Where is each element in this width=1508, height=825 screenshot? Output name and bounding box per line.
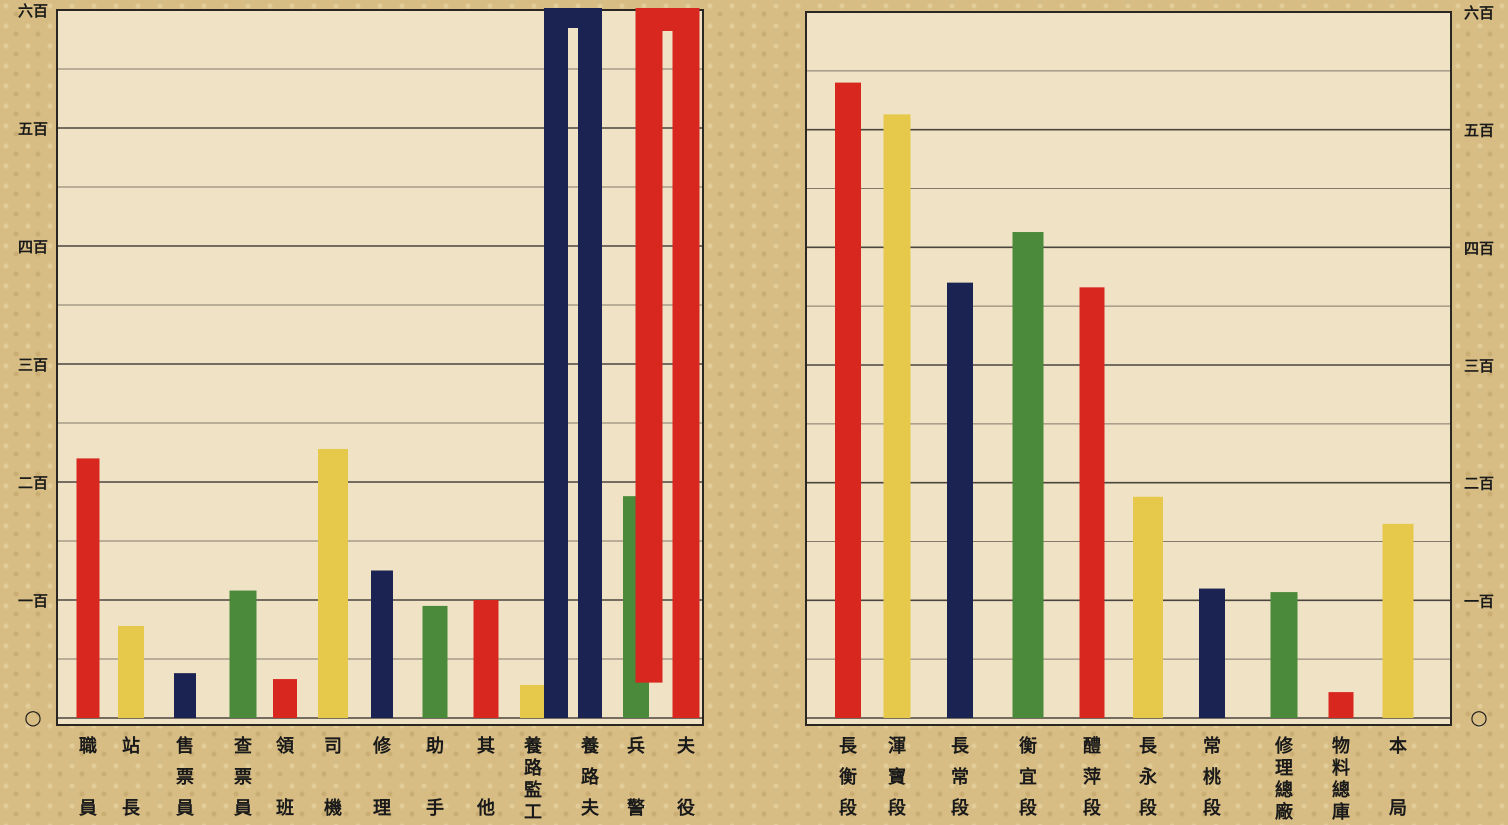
bar <box>578 8 602 718</box>
category-label: 查票員 <box>233 735 252 819</box>
category-label: 助手 <box>426 735 444 819</box>
y-tick-label: 二百 <box>1464 475 1494 493</box>
category-label: 醴萍段 <box>1083 736 1102 819</box>
bar <box>1328 692 1354 718</box>
category-label: 渾寶段 <box>888 735 907 819</box>
y-tick-label: 六百 <box>1464 4 1494 22</box>
category-label: 長永段 <box>1138 736 1158 819</box>
category-label: 衡宜段 <box>1019 735 1038 819</box>
y-tick-label: 三百 <box>18 356 48 374</box>
bar <box>947 282 973 718</box>
bar-fold <box>544 8 568 718</box>
y-tick-label: 三百 <box>1464 357 1494 375</box>
category-label: 物料總庫 <box>1332 735 1350 823</box>
bar <box>1012 232 1044 718</box>
category-label: 修理總廠 <box>1274 735 1294 823</box>
category-label: 職員 <box>78 735 97 819</box>
bar <box>273 679 297 718</box>
bar <box>1270 592 1298 718</box>
category-label: 領班 <box>276 735 295 819</box>
category-label: 站長 <box>122 735 141 819</box>
bar <box>1199 588 1225 718</box>
y-tick-label: 一百 <box>18 592 48 610</box>
category-label: 長衡段 <box>839 736 858 819</box>
bar <box>473 600 499 718</box>
category-label: 長常段 <box>951 736 970 819</box>
category-label: 常桃段 <box>1203 735 1222 819</box>
bar <box>883 114 911 719</box>
bar <box>118 625 144 718</box>
plot-frame <box>805 11 1452 726</box>
plot-frame <box>56 9 704 726</box>
bar <box>520 684 546 718</box>
y-tick-label: 五百 <box>1464 122 1494 140</box>
y-tick-label: ○ <box>1470 705 1487 729</box>
y-tick-label: 四百 <box>1464 239 1494 257</box>
y-tick-label: 四百 <box>18 238 48 256</box>
bar <box>229 590 257 718</box>
bar-fold <box>635 8 663 683</box>
category-label: 其他 <box>476 736 495 819</box>
bar <box>672 8 700 718</box>
bar <box>174 673 196 718</box>
category-label: 養路監工 <box>523 735 543 823</box>
y-tick-label: ○ <box>24 705 41 729</box>
bar <box>1133 496 1163 718</box>
category-label: 養路夫 <box>580 735 600 819</box>
category-label: 售票員 <box>175 735 194 819</box>
category-label: 司機 <box>324 736 342 819</box>
y-tick-label: 六百 <box>18 2 48 20</box>
y-tick-label: 二百 <box>18 474 48 492</box>
bar <box>835 82 861 719</box>
bar <box>76 458 100 718</box>
plot-area <box>806 12 1451 725</box>
category-label: 夫役 <box>677 735 696 819</box>
category-label: 修理 <box>372 735 392 819</box>
y-tick-label: 一百 <box>1464 592 1494 610</box>
y-tick-label: 五百 <box>18 120 48 138</box>
bar <box>1382 523 1414 718</box>
bar <box>422 605 448 718</box>
bar <box>371 570 393 718</box>
category-label: 兵警 <box>627 736 645 819</box>
category-label: 本局 <box>1389 735 1407 819</box>
bar <box>318 448 348 718</box>
bar <box>1079 287 1105 718</box>
